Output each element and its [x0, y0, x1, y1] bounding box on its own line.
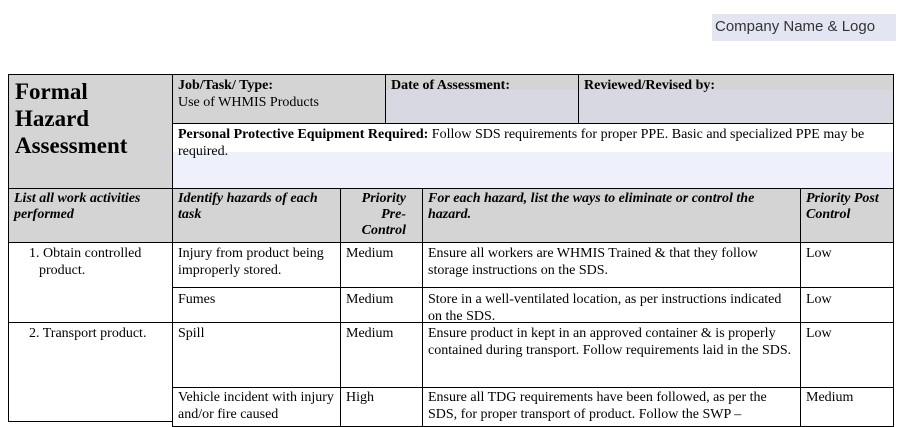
- col-header-pre-control: Priority Pre-Control: [340, 188, 423, 243]
- control-measure: Ensure product in kept in an approved co…: [422, 322, 801, 388]
- ppe-required[interactable]: Personal Protective Equipment Required: …: [172, 123, 894, 189]
- control-measure: Ensure all workers are WHMIS Trained & t…: [422, 242, 801, 288]
- title-line: Assessment: [15, 133, 128, 158]
- activity-1: 1. Obtain controlled product.: [8, 242, 173, 323]
- col-header-hazards: Identify hazards of each task: [172, 188, 341, 243]
- activity-2: 2. Transport product.: [8, 322, 173, 422]
- hazard: Injury from product being improperly sto…: [172, 242, 341, 288]
- job-label: Job/Task/ Type:: [178, 78, 274, 93]
- title-line: Formal: [15, 79, 88, 104]
- hazard: Vehicle incident with injury and/or fire…: [172, 387, 341, 427]
- date-input[interactable]: [386, 90, 578, 123]
- priority-post: Low: [800, 322, 894, 388]
- control-measure: Store in a well-ventilated location, as …: [422, 287, 801, 323]
- priority-pre: High: [340, 387, 423, 427]
- form-title: Formal Hazard Assessment: [8, 74, 173, 189]
- priority-pre: Medium: [340, 287, 423, 323]
- reviewed-revised-by[interactable]: Reviewed/Revised by:: [578, 74, 894, 124]
- col-header-activities: List all work activities performed: [8, 188, 173, 243]
- priority-pre: Medium: [340, 322, 423, 388]
- job-value: Use of WHMIS Products: [178, 95, 319, 110]
- hazard: Fumes: [172, 287, 341, 323]
- date-of-assessment[interactable]: Date of Assessment:: [385, 74, 579, 124]
- job-task-type[interactable]: Job/Task/ Type: Use of WHMIS Products: [172, 74, 386, 124]
- ppe-value: Follow SDS requirements for proper PPE. …: [178, 127, 865, 159]
- priority-post: Medium: [800, 387, 894, 427]
- control-measure: Ensure all TDG requirements have been fo…: [422, 387, 801, 427]
- priority-post: Low: [800, 242, 894, 288]
- col-header-controls: For each hazard, list the ways to elimin…: [422, 188, 801, 243]
- hazard: Spill: [172, 322, 341, 388]
- priority-post: Low: [800, 287, 894, 323]
- date-label: Date of Assessment:: [391, 78, 510, 93]
- priority-pre: Medium: [340, 242, 423, 288]
- title-line: Hazard: [15, 106, 90, 131]
- ppe-label: Personal Protective Equipment Required:: [178, 127, 429, 142]
- ppe-input[interactable]: [173, 152, 893, 188]
- reviewed-label: Reviewed/Revised by:: [584, 78, 716, 93]
- reviewed-input[interactable]: [579, 90, 893, 123]
- company-logo-placeholder: Company Name & Logo: [712, 14, 896, 41]
- col-header-post-control: Priority Post Control: [800, 188, 894, 243]
